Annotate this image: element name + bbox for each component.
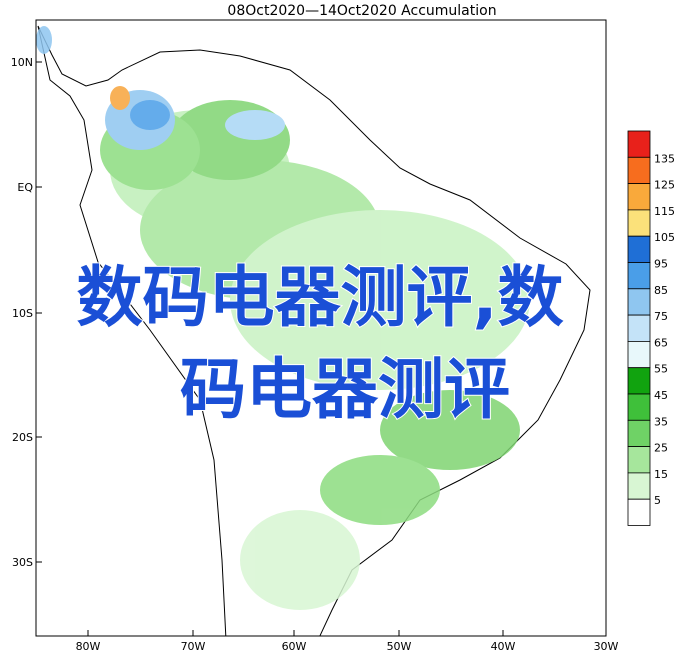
precip-areas [36, 26, 530, 610]
colorbar-box [627, 235, 651, 263]
colorbar-box [627, 156, 651, 185]
latitude-label: 20S [12, 431, 33, 444]
colorbar-label: 105 [654, 231, 675, 244]
longitude-label: 40W [491, 640, 516, 653]
colorbar-box [627, 419, 651, 447]
latitude-label: 30S [12, 556, 33, 569]
overlay-text: 数码电器测评,数 [76, 259, 563, 336]
colorbar-box [627, 498, 651, 526]
latitude-label: 10N [11, 56, 33, 69]
longitude-label: 80W [76, 640, 101, 653]
colorbar-label: 125 [654, 179, 675, 192]
colorbar-box [627, 472, 651, 500]
colorbar-box [627, 446, 651, 474]
colorbar-label: 75 [654, 310, 668, 323]
colorbar-box [627, 262, 651, 290]
latitude-label: 10S [12, 307, 33, 320]
colorbar: 135 125 115 105 95 85 75 65 55 45 35 25 15 5 [627, 130, 675, 526]
longitude-label: 50W [387, 640, 412, 653]
colorbar-label: 45 [654, 389, 668, 402]
colorbar-label: 15 [654, 468, 668, 481]
colorbar-label: 115 [654, 205, 675, 218]
latitude-label: EQ [17, 181, 33, 194]
colorbar-box [627, 393, 651, 421]
colorbar-label: 95 [654, 258, 668, 271]
colorbar-box [627, 340, 651, 369]
colorbar-box [627, 314, 651, 342]
map-title: 08Oct2020—14Oct2020 Accumulation [227, 3, 496, 19]
overlay-text: 码电器测评 [180, 351, 510, 428]
longitude-label: 60W [282, 640, 307, 653]
colorbar-label: 85 [654, 284, 668, 297]
colorbar-label: 35 [654, 415, 668, 428]
colorbar-label: 65 [654, 336, 668, 349]
map-border [35, 19, 607, 637]
colorbar-box [627, 183, 651, 211]
colorbar-label: 5 [654, 494, 661, 507]
colorbar-label: 25 [654, 442, 668, 455]
colorbar-box [627, 209, 651, 237]
colorbar-box [627, 130, 651, 158]
colorbar-label: 55 [654, 363, 668, 376]
colorbar-label: 135 [654, 152, 675, 165]
colorbar-box [627, 367, 651, 395]
map-content [36, 25, 591, 636]
longitude-label: 70W [181, 640, 206, 653]
colorbar-box [627, 288, 651, 316]
longitude-label: 30W [594, 640, 619, 653]
overlay: 数码电器测评,数码电器测评 [75, 258, 564, 429]
